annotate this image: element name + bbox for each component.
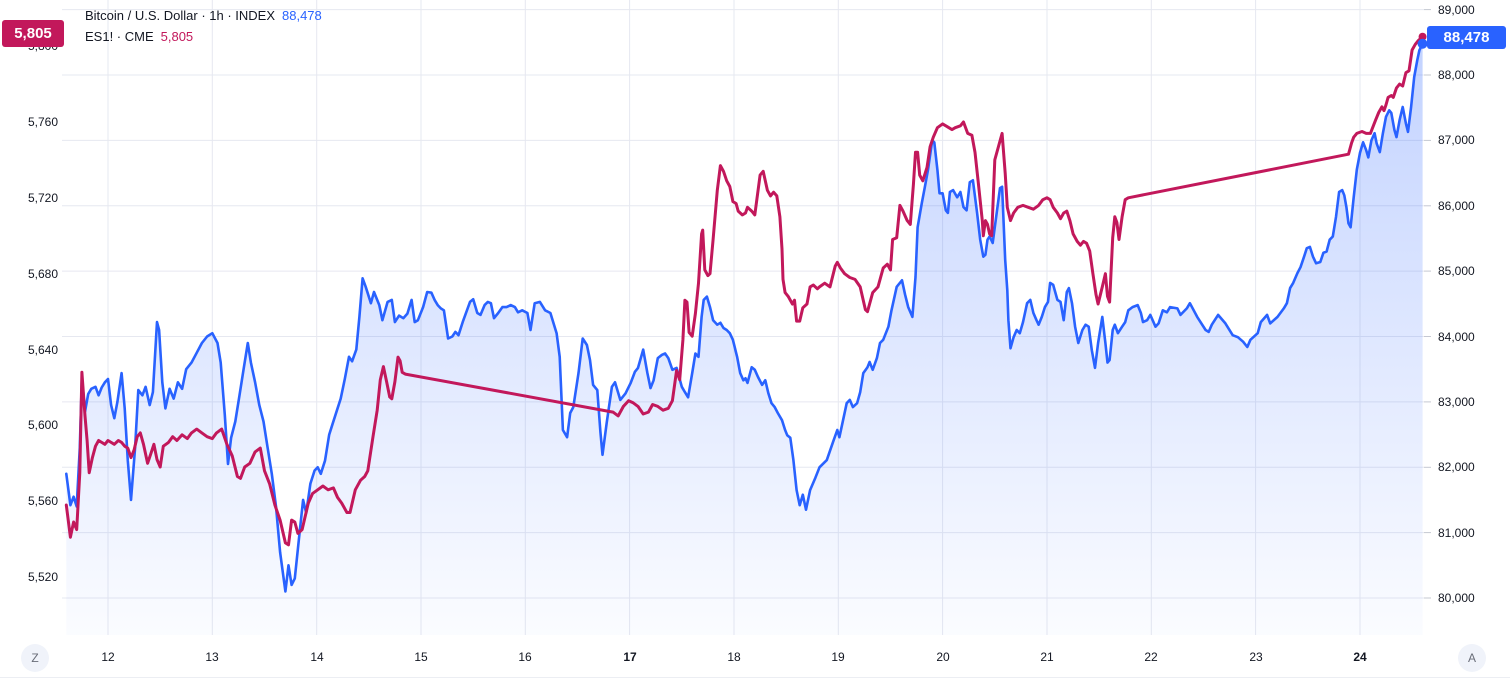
- time-axis-label: 13: [205, 650, 219, 664]
- right-axis-tick-label: 88,000: [1438, 68, 1475, 82]
- right-axis-tick-label: 81,000: [1438, 526, 1475, 540]
- left-axis-tick-label: 5,640: [27, 343, 58, 357]
- es-last-point-marker: [1418, 32, 1427, 41]
- time-axis-label: 20: [936, 650, 950, 664]
- time-axis-label: 24: [1353, 650, 1367, 664]
- es-last-price-label: 5,805: [2, 20, 64, 47]
- time-axis-label: 12: [101, 650, 115, 664]
- btc-area-fill: [66, 43, 1423, 636]
- time-axis-label: 21: [1040, 650, 1054, 664]
- auto-scale-button[interactable]: A: [1458, 644, 1486, 672]
- time-axis-label: 22: [1144, 650, 1158, 664]
- left-axis-tick-label: 5,560: [27, 494, 58, 508]
- time-axis-label: 16: [518, 650, 532, 664]
- timezone-button[interactable]: Z: [21, 644, 49, 672]
- right-axis-tick-label: 83,000: [1438, 395, 1475, 409]
- left-axis-tick-label: 5,680: [27, 267, 58, 281]
- btc-last-price-label: 88,478: [1427, 26, 1506, 49]
- es-line-series: [64, 35, 1425, 547]
- btc-line-series: [65, 42, 1424, 593]
- bottom-divider: [0, 677, 1510, 678]
- legend-value-es: 5,805: [160, 29, 194, 44]
- right-axis-tick-label: 82,000: [1438, 460, 1475, 474]
- time-axis-label: 17: [623, 650, 637, 664]
- time-axis-label: 14: [310, 650, 324, 664]
- left-axis-tick-label: 5,760: [27, 115, 58, 129]
- right-axis-tick-label: 85,000: [1438, 264, 1475, 278]
- btc-last-point-marker: [1417, 38, 1428, 49]
- right-axis-tick-label: 80,000: [1438, 591, 1475, 605]
- right-axis-tick-label: 87,000: [1438, 133, 1475, 147]
- right-axis-tick-label: 86,000: [1438, 199, 1475, 213]
- legend-symbol-btc: Bitcoin / U.S. Dollar · 1h · INDEX: [85, 8, 275, 23]
- time-axis-label: 15: [414, 650, 428, 664]
- left-axis-tick-label: 5,720: [27, 191, 58, 205]
- time-axis-label: 23: [1249, 650, 1263, 664]
- right-axis-tick-label: 84,000: [1438, 330, 1475, 344]
- legend-row-btc[interactable]: Bitcoin / U.S. Dollar · 1h · INDEX 88,478: [85, 5, 322, 26]
- time-axis-label: 18: [727, 650, 741, 664]
- legend-row-es[interactable]: ES1! · CME 5,805: [85, 26, 322, 47]
- legend-symbol-es: ES1! · CME: [85, 29, 154, 44]
- left-axis-tick-label: 5,520: [27, 570, 58, 584]
- right-axis-tick-label: 89,000: [1438, 3, 1475, 17]
- legend-value-btc: 88,478: [282, 8, 322, 23]
- chart-legend: Bitcoin / U.S. Dollar · 1h · INDEX 88,478…: [85, 5, 322, 47]
- left-axis-tick-label: 5,600: [27, 418, 58, 432]
- time-axis-label: 19: [831, 650, 845, 664]
